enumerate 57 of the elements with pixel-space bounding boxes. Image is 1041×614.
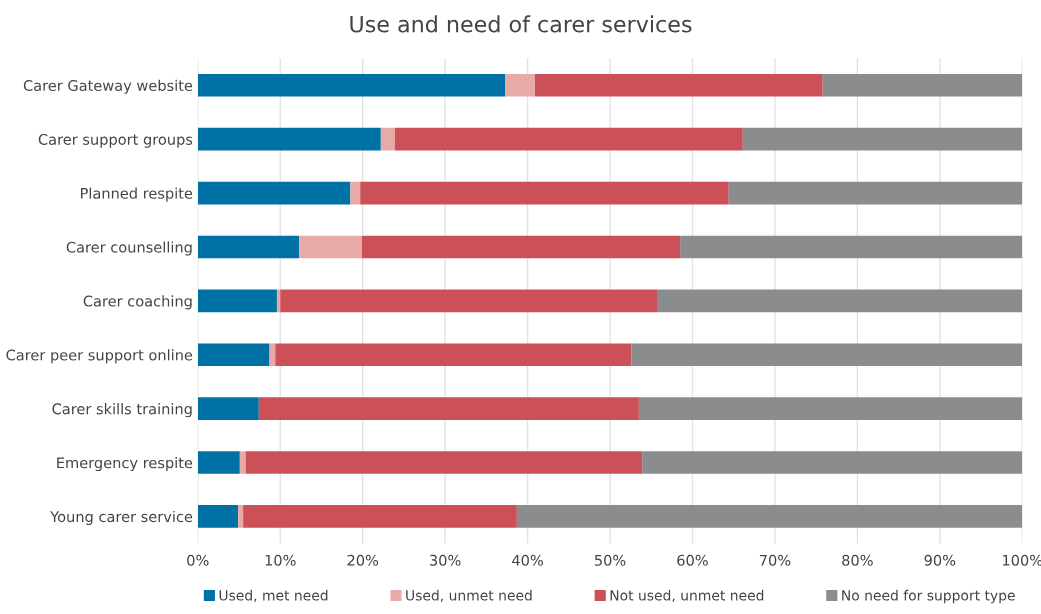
bar [360, 181, 729, 205]
x-tick-label: 70% [759, 554, 791, 566]
y-tick-label: Carer support groups [38, 133, 193, 148]
bar [394, 127, 743, 151]
x-tick-label: 20% [347, 554, 379, 566]
x-tick-label: 60% [677, 554, 708, 566]
y-tick-label: Emergency respite [57, 457, 193, 472]
x-tick-label: 80% [842, 554, 873, 566]
x-tick-label: 10% [265, 554, 296, 566]
bar [245, 451, 643, 474]
bar [742, 127, 1023, 151]
y-tick-label: Planned respite [80, 187, 193, 202]
bar [535, 73, 823, 97]
bar [361, 235, 681, 259]
bar [243, 505, 517, 528]
y-tick-label: Carer Gateway website [23, 79, 193, 94]
bar [258, 397, 639, 420]
bar [516, 505, 1023, 528]
bar [197, 451, 240, 474]
bar [299, 235, 362, 259]
bar [197, 505, 239, 528]
bar [280, 289, 658, 313]
bar [350, 181, 361, 205]
bar [197, 127, 381, 151]
bar [380, 127, 395, 151]
bar [728, 181, 1023, 205]
legend-label: Used, unmet need [406, 589, 532, 603]
bar [275, 343, 632, 367]
bar [197, 397, 259, 420]
x-tick-label: 40% [512, 554, 543, 566]
bar [197, 181, 351, 205]
bar [197, 343, 270, 367]
bar [631, 343, 1023, 367]
bar [197, 73, 506, 97]
bar [197, 289, 277, 313]
legend-label: Not used, unmet need [610, 589, 764, 603]
y-tick-label: Carer coaching [83, 295, 192, 310]
y-tick-label: Carer skills training [52, 403, 192, 418]
y-tick-label: Young carer service [50, 510, 193, 526]
bar [239, 451, 246, 474]
bar [505, 73, 535, 97]
bar [238, 505, 244, 528]
chart-title: Use and need of carer services [350, 15, 692, 33]
bar [657, 289, 1023, 313]
bar [638, 397, 1023, 420]
bar [642, 451, 1023, 474]
x-tick-label: 90% [924, 554, 956, 566]
bar [197, 235, 300, 259]
legend-label: Used, met need [219, 589, 328, 603]
y-tick-label: Carer counselling [66, 241, 192, 256]
bar [680, 235, 1023, 259]
bar [822, 73, 1023, 97]
legend-label: No need for support type [842, 589, 1015, 604]
x-tick-label: 50% [594, 554, 626, 566]
x-tick-label: 0% [187, 554, 209, 566]
y-tick-label: Carer peer support online [6, 349, 193, 364]
x-tick-label: 30% [430, 554, 461, 566]
